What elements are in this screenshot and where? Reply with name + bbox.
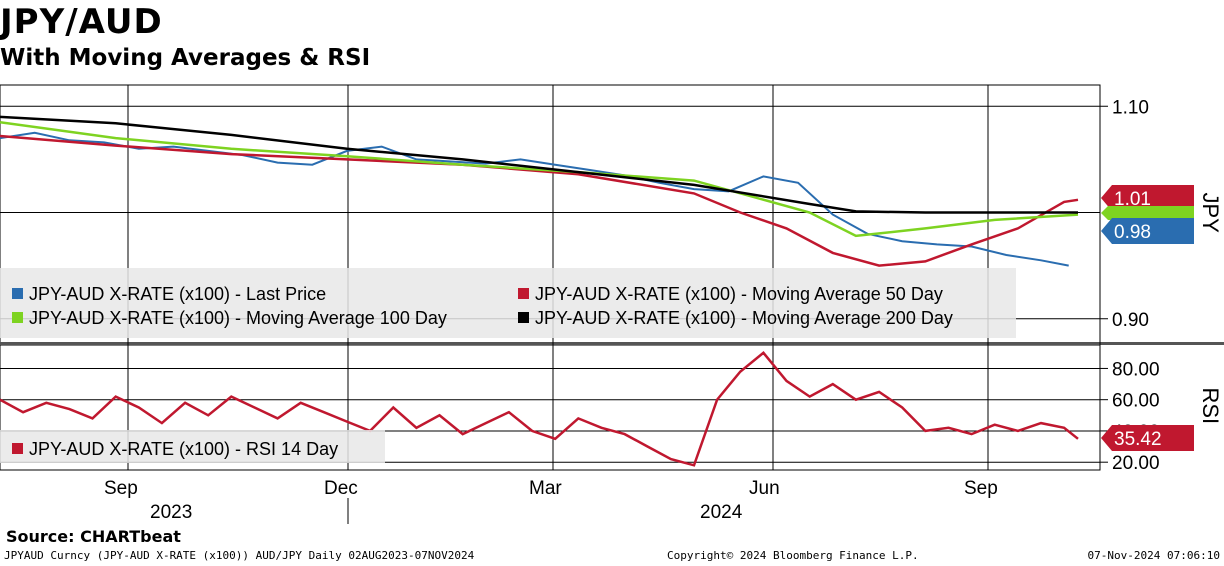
series-rsi-14-day bbox=[0, 351, 1079, 467]
legend-swatch bbox=[12, 312, 23, 323]
series-moving-average-50-day bbox=[0, 134, 1079, 267]
x-tick-label: Mar bbox=[529, 478, 562, 499]
main-legend-box bbox=[0, 268, 1016, 338]
legend-entry: JPY-AUD X-RATE (x100) - RSI 14 Day bbox=[29, 439, 338, 459]
legend-swatch bbox=[12, 288, 23, 299]
y-tick-label: 0.90 bbox=[1112, 310, 1149, 331]
chart-title: JPY/AUD bbox=[0, 2, 163, 42]
y-tick-label: 60.00 bbox=[1112, 391, 1160, 412]
legend-swatch bbox=[518, 312, 529, 323]
value-tag: 1.01 bbox=[1101, 185, 1194, 211]
year-label: 2023 bbox=[150, 502, 192, 523]
x-tick-label: Sep bbox=[104, 478, 138, 499]
series-moving-average-100-day bbox=[0, 120, 1079, 238]
source-note: Source: CHARTbeat bbox=[6, 527, 181, 546]
rsi-legend-box bbox=[0, 430, 385, 463]
legend-swatch bbox=[518, 288, 529, 299]
legend-entry: JPY-AUD X-RATE (x100) - Moving Average 5… bbox=[535, 284, 943, 304]
series-moving-average-200-day bbox=[0, 115, 1078, 214]
chart-subtitle: With Moving Averages & RSI bbox=[0, 45, 371, 71]
y-tick-label: 20.00 bbox=[1112, 453, 1160, 474]
year-label: 2024 bbox=[700, 502, 743, 523]
value-tag-label: 0.98 bbox=[1114, 222, 1151, 243]
x-tick-label: Jun bbox=[749, 478, 780, 499]
series-last-price bbox=[0, 131, 1069, 267]
x-tick-label: Dec bbox=[324, 478, 358, 499]
value-tag: 0.98 bbox=[1101, 218, 1194, 244]
legend-entry: JPY-AUD X-RATE (x100) - Moving Average 2… bbox=[535, 308, 953, 328]
axis-label: JPY bbox=[1198, 193, 1223, 234]
value-tag: 35.42 bbox=[1101, 425, 1194, 451]
y-tick-label: 80.00 bbox=[1112, 359, 1160, 380]
footer-copyright: Copyright© 2024 Bloomberg Finance L.P. bbox=[667, 549, 919, 562]
footer-timestamp: 07-Nov-2024 07:06:10 bbox=[1087, 549, 1220, 562]
value-tag-shape bbox=[1101, 218, 1194, 244]
legend-entry: JPY-AUD X-RATE (x100) - Moving Average 1… bbox=[29, 308, 447, 328]
y-tick-label: 1.10 bbox=[1112, 97, 1149, 118]
x-tick-label: Sep bbox=[964, 478, 998, 499]
legend-swatch bbox=[12, 443, 23, 454]
tick-labels: Sep Dec Mar Jun Sep 2023 2024 1.10 0.90 JPY 80.00 6… bbox=[104, 97, 1223, 523]
value-tag-shape bbox=[1101, 185, 1194, 211]
value-tag-label: 35.42 bbox=[1114, 429, 1162, 450]
footer-ticker: JPYAUD Curncy (JPY-AUD X-RATE (x100)) AU… bbox=[4, 549, 475, 562]
value-tag-label: 1.01 bbox=[1114, 189, 1151, 210]
axis-label: RSI bbox=[1198, 388, 1223, 425]
legend-layer: JPY-AUD X-RATE (x100) - Last Price JPY-AU… bbox=[12, 284, 953, 459]
legend-entry: JPY-AUD X-RATE (x100) - Last Price bbox=[29, 284, 326, 304]
value-tag-shape bbox=[1101, 206, 1194, 220]
series-layer bbox=[0, 115, 1079, 467]
value-tags: 1.01 0.98 35.42 bbox=[1101, 185, 1194, 451]
value-tag-shape bbox=[1101, 425, 1194, 451]
